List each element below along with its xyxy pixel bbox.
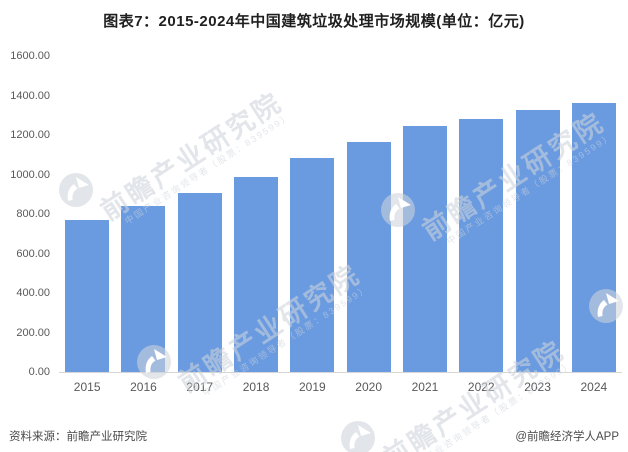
bar-2024 bbox=[571, 103, 616, 372]
bar-2020 bbox=[346, 142, 391, 372]
y-axis-tick-label: 1000.00 bbox=[10, 168, 50, 181]
source-note: 资料来源：前瞻产业研究院 bbox=[9, 431, 147, 443]
brand-credit: @前瞻经济学人APP bbox=[515, 431, 619, 443]
bar-2015 bbox=[65, 220, 110, 372]
x-axis-label-2019: 2019 bbox=[298, 380, 326, 394]
y-axis-tick-label: 1600.00 bbox=[10, 50, 50, 62]
x-axis-label-2022: 2022 bbox=[467, 380, 495, 394]
y-axis-tick-label: 1200.00 bbox=[10, 129, 50, 141]
x-axis-label-2016: 2016 bbox=[130, 380, 157, 394]
y-axis-tick-label: 400.00 bbox=[16, 287, 50, 299]
x-axis-label-2024: 2024 bbox=[580, 380, 608, 394]
y-axis-tick-label: 600.00 bbox=[16, 247, 50, 260]
bar-2016 bbox=[121, 206, 166, 372]
y-axis-tick-label: 1400.00 bbox=[10, 89, 50, 102]
y-axis-tick-label: 800.00 bbox=[16, 208, 50, 220]
x-axis-label-2018: 2018 bbox=[242, 380, 270, 394]
bar-2022 bbox=[459, 119, 504, 372]
bar-2017 bbox=[177, 193, 222, 372]
footer: 资料来源：前瞻产业研究院 @前瞻经济学人APP bbox=[0, 428, 628, 444]
x-axis-label-2020: 2020 bbox=[355, 380, 382, 394]
bar-2018 bbox=[234, 177, 279, 372]
y-axis-tick-label: 200.00 bbox=[16, 326, 50, 339]
y-axis-tick-label: 0.00 bbox=[28, 366, 50, 378]
x-axis-label-2023: 2023 bbox=[524, 380, 551, 394]
bar-2019 bbox=[290, 158, 335, 372]
plot-area: 2015 2016 2017 2018 2019 2020 2021 2022 2023 2024 bbox=[59, 56, 622, 394]
x-axis-label-2015: 2015 bbox=[73, 380, 101, 394]
x-axis-label-2021: 2021 bbox=[411, 380, 439, 394]
bar-2021 bbox=[402, 126, 447, 372]
chart-title: 图表7：2015-2024年中国建筑垃圾处理市场规模(单位：亿元) bbox=[103, 13, 525, 30]
y-axis: 0.00 200.00 400.00 600.00 800.00 1000.00 1200.… bbox=[0, 50, 50, 378]
x-axis-label-2017: 2017 bbox=[186, 380, 214, 394]
bar-2023 bbox=[515, 110, 560, 372]
